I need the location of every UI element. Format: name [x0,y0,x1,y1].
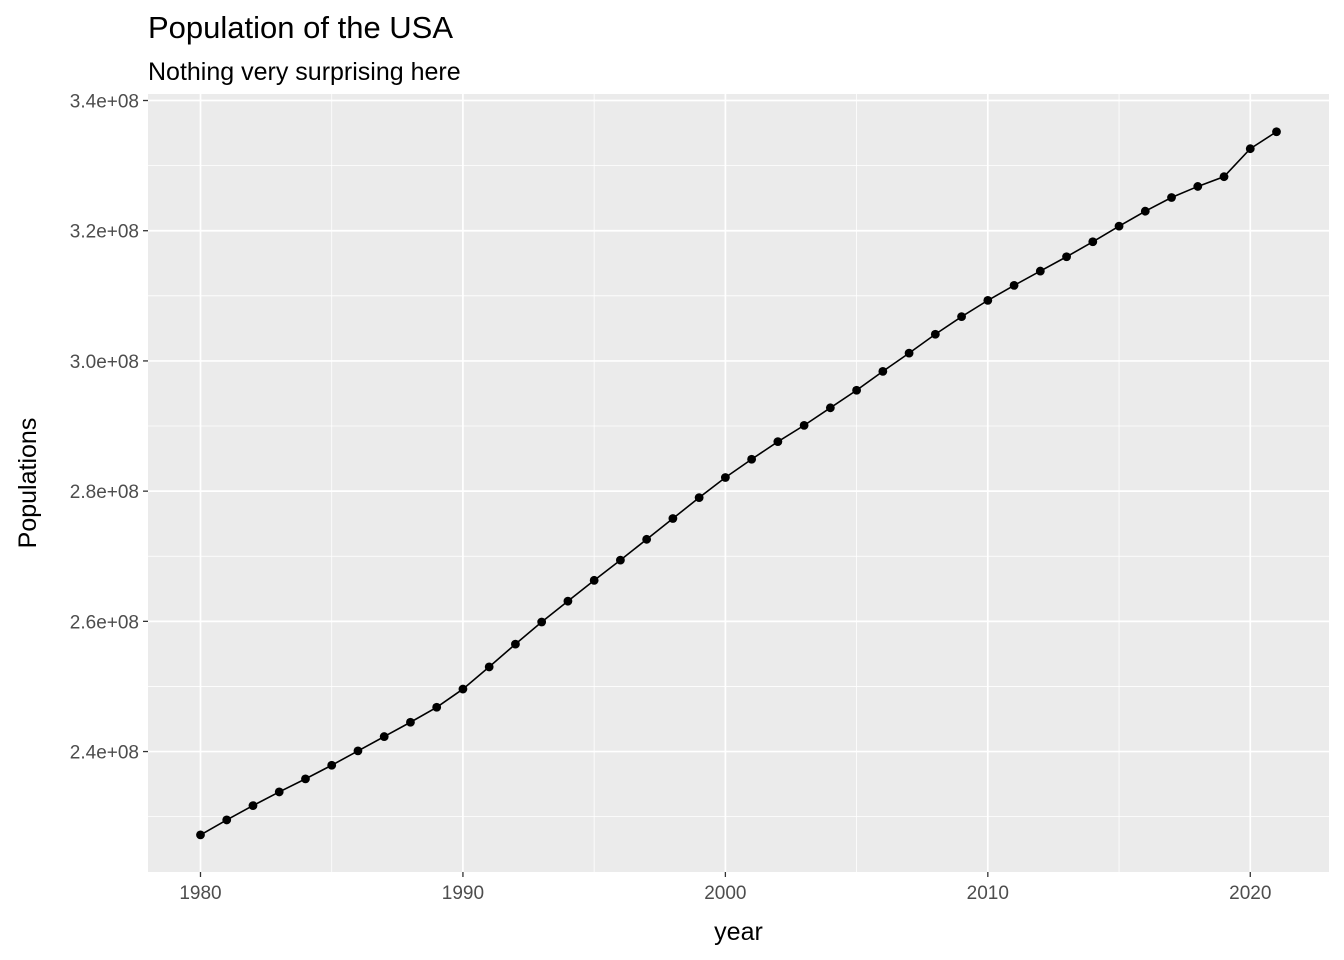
data-point [1167,193,1176,202]
data-point [931,330,940,339]
plot-panel [148,94,1329,872]
data-point [668,514,677,523]
data-point [905,349,914,358]
y-tick-label: 2.8e+08 [70,482,139,503]
y-tick-labels: 2.4e+08 2.6e+08 2.8e+08 3.0e+08 3.2e+08 3.4e+… [70,92,139,764]
data-point [249,801,258,810]
data-point [1246,144,1255,153]
data-point [747,455,756,464]
data-point [1036,267,1045,276]
data-point [222,816,231,825]
data-point [459,685,468,694]
data-point [1220,172,1229,181]
data-point [511,640,520,649]
data-point [721,473,730,482]
data-point [354,747,363,756]
data-point [590,576,599,585]
data-point [773,437,782,446]
data-point [537,618,546,627]
data-point [1141,207,1150,216]
data-point [642,535,651,544]
data-point [957,312,966,321]
data-point [301,775,310,784]
x-tick-label: 2020 [1229,883,1271,904]
data-point [1115,222,1124,231]
y-tick-label: 2.6e+08 [70,612,139,633]
y-tick-label: 2.4e+08 [70,743,139,764]
data-point [1272,127,1281,136]
y-tick-label: 3.0e+08 [70,352,139,373]
data-point [1193,182,1202,191]
data-point [406,718,415,727]
x-tick-label: 2010 [967,883,1009,904]
data-point [485,663,494,672]
data-point [616,556,625,565]
data-point [983,296,992,305]
x-tick-label: 1980 [179,883,221,904]
data-point [564,597,573,606]
data-point [432,703,441,712]
data-point [1010,281,1019,290]
x-tick-label: 1990 [442,883,484,904]
data-point [695,493,704,502]
data-point [1088,237,1097,246]
data-point [380,732,389,741]
data-point [1062,252,1071,261]
y-axis-title: Populations [14,418,42,549]
data-point [800,421,809,430]
data-point [878,367,887,376]
data-point [826,403,835,412]
data-point [852,386,861,395]
x-tick-label: 2000 [704,883,746,904]
y-tick-label: 3.2e+08 [70,222,139,243]
data-point [275,788,284,797]
x-axis-title: year [714,918,763,946]
x-tick-labels: 1980 1990 2000 2010 2020 [179,883,1271,904]
data-point [196,830,205,839]
y-tick-label: 3.4e+08 [70,92,139,113]
data-point [327,761,336,770]
